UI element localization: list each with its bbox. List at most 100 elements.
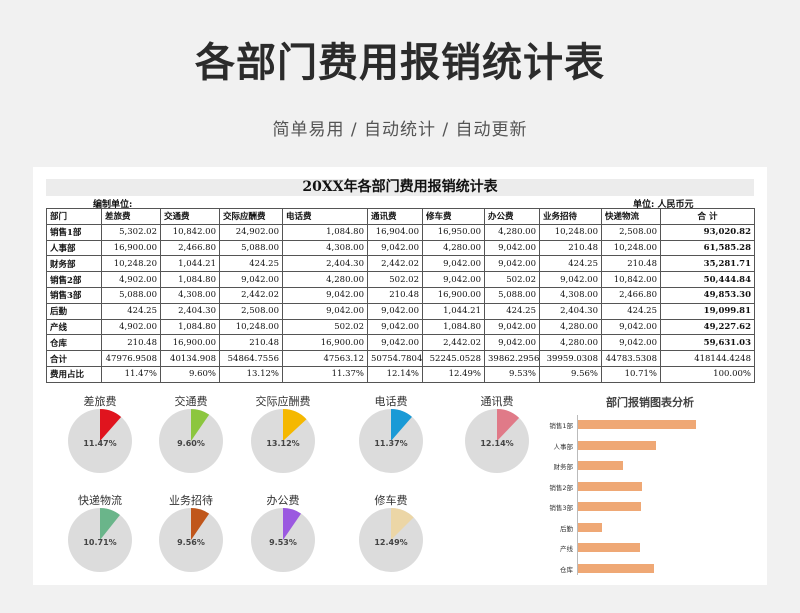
row-label: 销售2部 xyxy=(46,271,102,288)
pie-svg xyxy=(159,409,223,473)
table-cell: 4,280.00 xyxy=(539,318,602,336)
table-cell: 9,042.00 xyxy=(484,334,540,352)
table-cell: 47563.12 xyxy=(282,350,368,367)
table-cell: 4,280.00 xyxy=(539,334,602,352)
table-cell: 9.53% xyxy=(484,365,540,383)
pie-svg xyxy=(159,508,223,572)
table-row: 产线 4,902.00 1,084.80 10,248.00 502.02 9,042.0… xyxy=(46,318,755,336)
pie-chart: 快递物流 10.71% xyxy=(60,492,140,582)
pie-slice xyxy=(100,409,122,441)
column-header: 部门 xyxy=(46,208,102,225)
pie-label: 办公费 xyxy=(266,494,300,507)
table-cell: 54864.7556 xyxy=(219,350,283,367)
column-header: 办公费 xyxy=(484,208,540,225)
pie-chart: 电话费 11.37% xyxy=(351,393,431,483)
table-cell: 10,248.20 xyxy=(101,255,161,273)
table-cell: 16,950.00 xyxy=(422,223,485,241)
bar-row: 人事部 xyxy=(545,436,755,456)
row-label: 财务部 xyxy=(46,255,102,273)
expense-table: 部门 差旅费 交通费 交际应酬费 电话费 通讯费 修车费 办公费 业务招待 快递物流合 计 销售1… xyxy=(46,208,755,383)
pie-chart: 通讯费 12.14% xyxy=(457,393,537,483)
table-row: 销售2部 4,902.00 1,084.80 9,042.00 4,280.00 502.… xyxy=(46,271,755,288)
bar-row: 财务部 xyxy=(545,456,755,476)
table-cell: 24,902.00 xyxy=(219,223,283,241)
column-header: 修车费 xyxy=(422,208,485,225)
table-cell: 50,444.84 xyxy=(660,271,755,288)
bar-category-label: 销售3部 xyxy=(549,504,573,512)
row-label: 销售1部 xyxy=(46,223,102,241)
table-cell: 1,044.21 xyxy=(422,302,485,320)
table-row: 销售1部 5,302.02 10,842.00 24,902.00 1,084.80 16… xyxy=(46,223,755,241)
table-cell: 100.00% xyxy=(660,365,755,383)
table-cell: 5,088.00 xyxy=(484,286,540,304)
bar xyxy=(578,563,654,573)
table-cell: 5,088.00 xyxy=(101,286,161,304)
row-label: 后勤 xyxy=(46,302,102,320)
table-cell: 12.49% xyxy=(422,365,485,383)
table-cell: 11.47% xyxy=(101,365,161,383)
table-cell: 59,631.03 xyxy=(660,334,755,352)
pie-chart: 交通费 9.60% xyxy=(151,393,231,483)
table-cell: 12.14% xyxy=(367,365,423,383)
table-cell: 39862.2956 xyxy=(484,350,540,367)
table-cell: 47976.9508 xyxy=(101,350,161,367)
table-cell: 9,042.00 xyxy=(367,334,423,352)
pie-svg xyxy=(68,409,132,473)
table-cell: 4,902.00 xyxy=(101,271,161,288)
table-cell: 424.25 xyxy=(101,302,161,320)
bar-row: 销售3部 xyxy=(545,497,755,517)
bar xyxy=(578,481,643,491)
table-cell: 9.56% xyxy=(539,365,602,383)
table-cell: 424.25 xyxy=(601,302,661,320)
pie-chart: 办公费 9.53% xyxy=(243,492,323,582)
table-cell: 10,248.00 xyxy=(219,318,283,336)
page-title: 各部门费用报销统计表 xyxy=(195,40,605,86)
table-cell: 11.37% xyxy=(282,365,368,383)
table-cell: 49,853.30 xyxy=(660,286,755,304)
row-label: 产线 xyxy=(46,318,102,336)
column-header: 电话费 xyxy=(282,208,368,225)
pie-chart: 修车费 12.49% xyxy=(351,492,431,582)
table-cell: 10,842.00 xyxy=(601,271,661,288)
bar-category-label: 仓库 xyxy=(560,565,573,574)
pie-percent: 9.56% xyxy=(177,538,205,547)
column-header: 差旅费 xyxy=(101,208,161,225)
pie-chart: 差旅费 11.47% xyxy=(60,393,140,483)
pie-label: 差旅费 xyxy=(83,395,117,408)
table-cell: 16,900.00 xyxy=(282,334,368,352)
row-label: 仓库 xyxy=(46,334,102,352)
column-header: 交通费 xyxy=(160,208,220,225)
share-row: 费用占比 11.47% 9.60% 13.12% 11.37% 12.14% 12.49% 9… xyxy=(46,365,755,383)
table-cell: 2,442.02 xyxy=(422,334,485,352)
pie-svg xyxy=(251,508,315,572)
pie-slice xyxy=(391,409,412,441)
table-cell: 2,442.02 xyxy=(219,286,283,304)
table-cell: 16,900.00 xyxy=(422,286,485,304)
pie-slice xyxy=(191,508,210,540)
pie-percent: 10.71% xyxy=(83,538,117,547)
table-cell: 10,248.00 xyxy=(539,223,602,241)
table-cell: 9,042.00 xyxy=(601,334,661,352)
table-cell: 35,281.71 xyxy=(660,255,755,273)
table-cell: 210.48 xyxy=(367,286,423,304)
table-cell: 16,900.00 xyxy=(160,334,220,352)
unit-right-label: 单位: 人民币元 xyxy=(633,200,694,210)
row-label: 合计 xyxy=(46,350,102,367)
table-row: 仓库 210.48 16,900.00 210.48 16,900.00 9,042.00… xyxy=(46,334,755,352)
table-cell: 9,042.00 xyxy=(484,318,540,336)
pie-svg xyxy=(68,508,132,572)
pie-svg xyxy=(359,409,423,473)
table-cell: 502.02 xyxy=(367,271,423,288)
table-cell: 49,227.62 xyxy=(660,318,755,336)
table-cell: 1,084.80 xyxy=(422,318,485,336)
table-cell: 4,308.00 xyxy=(160,286,220,304)
bar xyxy=(578,522,603,532)
table-cell: 5,302.02 xyxy=(101,223,161,241)
table-cell: 424.25 xyxy=(484,302,540,320)
pie-slice xyxy=(391,508,414,540)
spreadsheet: 20XX年各部门费用报销统计表 编制单位: 单位: 人民币元 部门 差旅费 交通费交… xyxy=(33,167,767,585)
table-cell: 9,042.00 xyxy=(422,255,485,273)
bar xyxy=(578,543,641,552)
table-cell: 1,084.80 xyxy=(160,271,220,288)
bar-category-label: 后勤 xyxy=(560,524,573,533)
